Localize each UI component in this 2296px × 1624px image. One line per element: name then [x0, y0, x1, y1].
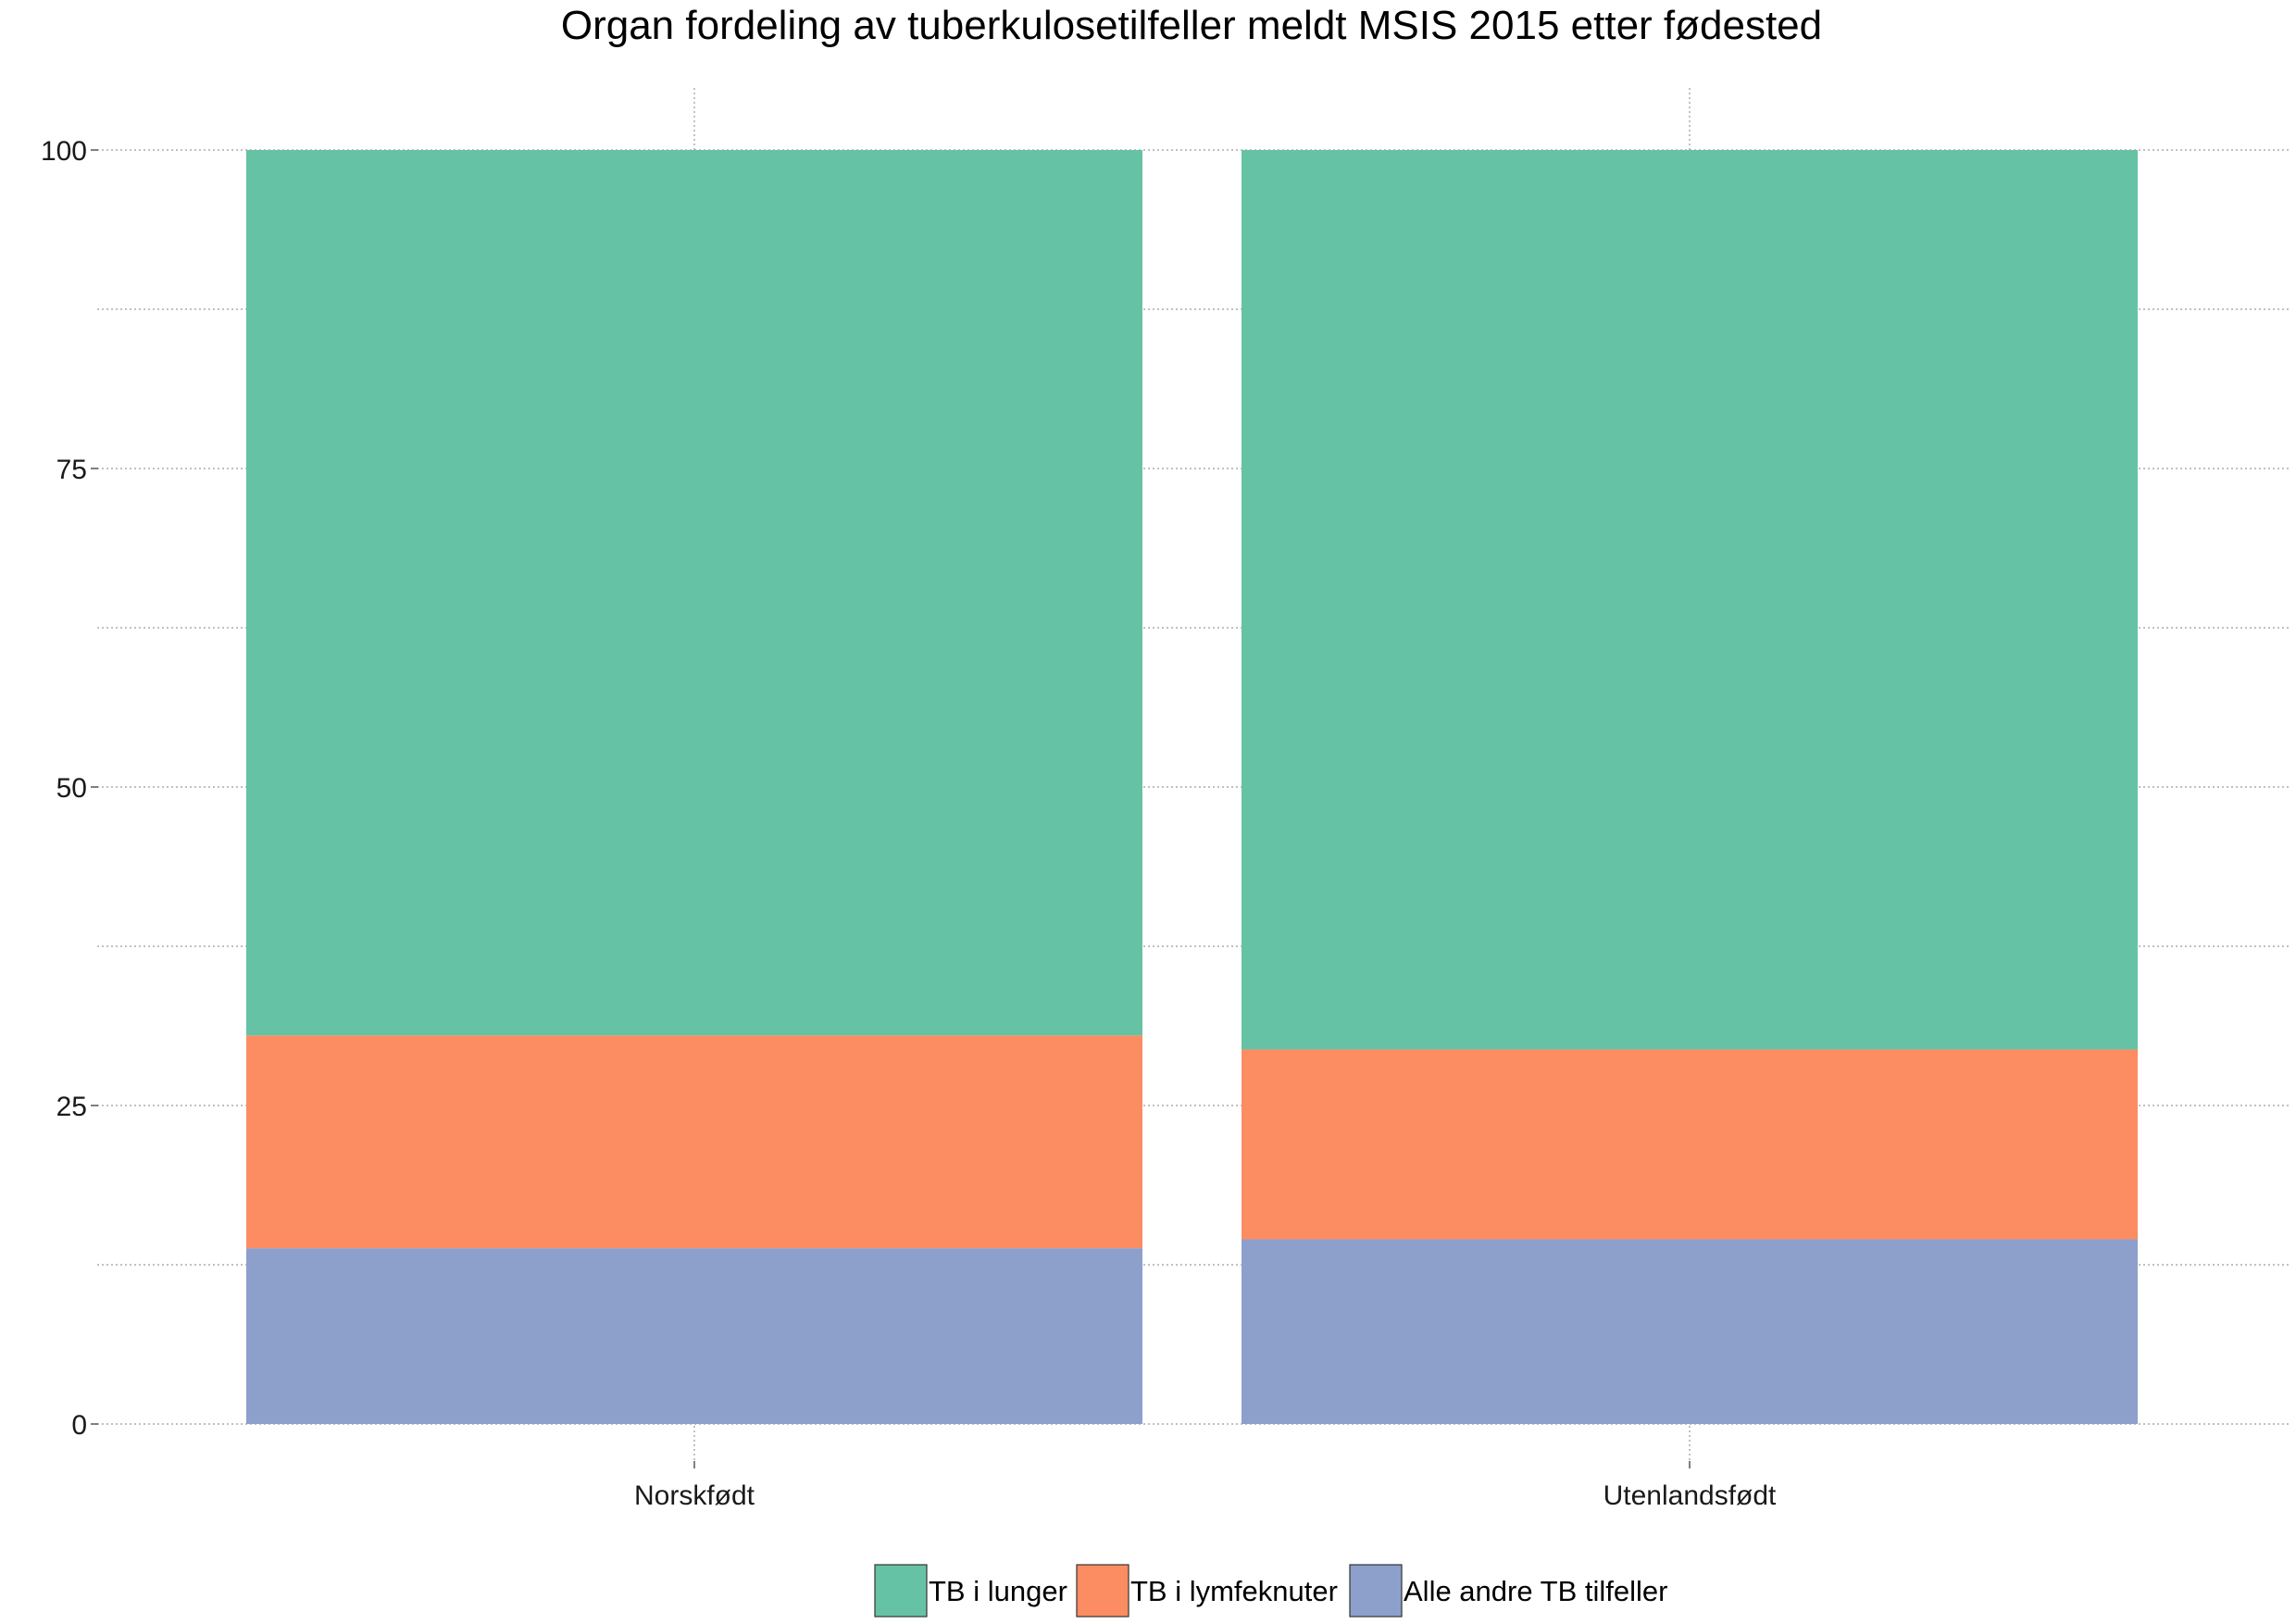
bars-layer	[246, 150, 2138, 1424]
legend-label: TB i lunger	[929, 1575, 1067, 1607]
chart-title: Organ fordeling av tuberkulosetilfeller …	[561, 3, 1822, 48]
legend-swatch	[1349, 1564, 1403, 1618]
x-axis: Norskfødt Utenlandsfødt	[634, 1461, 1777, 1511]
y-axis: 0 25 50 75 100	[41, 136, 98, 1441]
bar-segment	[246, 1035, 1142, 1249]
legend-swatch	[874, 1564, 928, 1618]
y-tick-label: 0	[71, 1410, 87, 1441]
y-tick-label: 75	[56, 455, 87, 485]
y-tick-label: 50	[56, 773, 87, 804]
bar-segment	[1242, 1239, 2138, 1424]
y-tick-label: 25	[56, 1092, 87, 1122]
bar-segment	[246, 150, 1142, 1036]
x-tick-label: Utenlandsfødt	[1603, 1480, 1777, 1511]
bar-segment	[1242, 1049, 2138, 1240]
legend: TB i lunger TB i lymfeknuter Alle andre TB…	[874, 1564, 1667, 1618]
bar-segment	[246, 1248, 1142, 1424]
legend-label: Alle andre TB tilfeller	[1404, 1575, 1667, 1607]
bar-segment	[1242, 150, 2138, 1050]
x-tick-label: Norskfødt	[634, 1480, 755, 1511]
legend-swatch	[1076, 1564, 1129, 1618]
y-tick-label: 100	[41, 136, 87, 167]
legend-label: TB i lymfeknuter	[1130, 1575, 1338, 1607]
